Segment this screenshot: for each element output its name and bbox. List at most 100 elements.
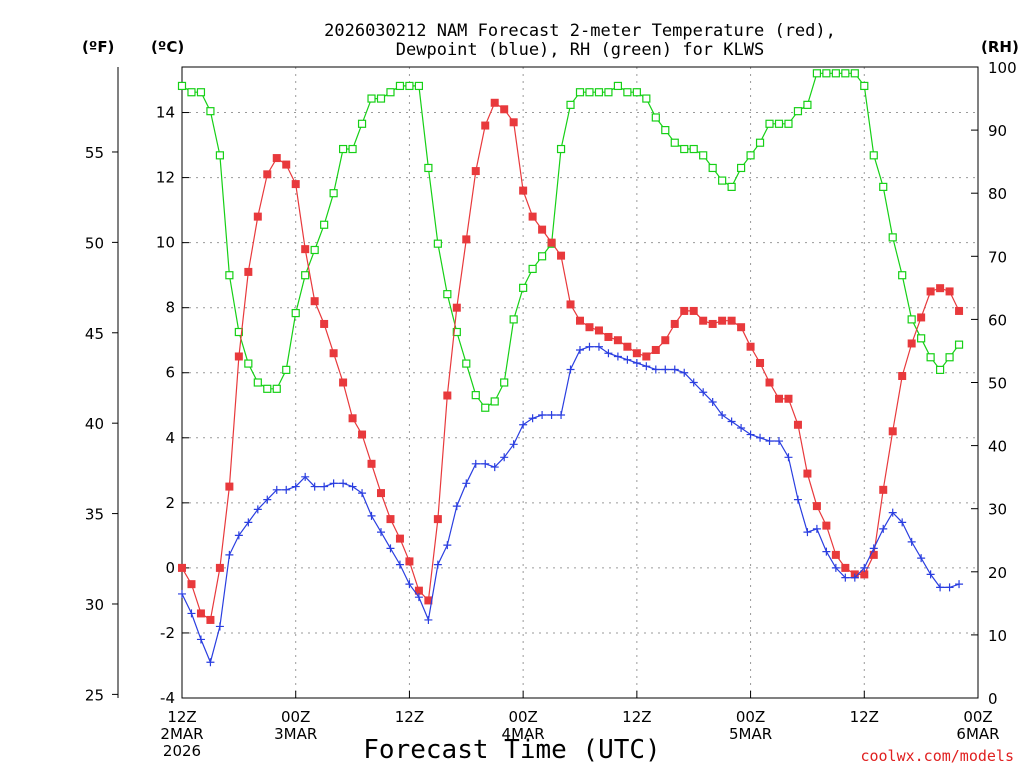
temp-point: [301, 245, 310, 254]
dewpoint-point: [291, 482, 300, 491]
chart-title: 2026030212 NAM Forecast 2-meter Temperat…: [324, 21, 836, 41]
rh-point: [784, 119, 793, 128]
dewpoint-point: [642, 362, 651, 371]
temp-point: [756, 358, 765, 367]
dewpoint-point: [263, 495, 272, 504]
temp-point: [907, 339, 916, 348]
rh-point: [661, 125, 670, 135]
x-tick-label: 2026: [163, 742, 201, 760]
temp-point: [452, 303, 461, 312]
dew-series-line: [181, 346, 960, 665]
temp-point: [718, 316, 727, 325]
dewpoint-point: [244, 518, 253, 527]
celsius-tick-label: 8: [165, 299, 175, 317]
dewpoint-point: [490, 463, 499, 472]
temp-point: [699, 316, 708, 325]
dewpoint-point: [367, 511, 376, 520]
dewpoint-point: [718, 411, 727, 420]
dewpoint-point: [576, 345, 584, 354]
rh-point: [348, 144, 357, 154]
dewpoint-point: [879, 524, 888, 533]
rh-point: [727, 182, 736, 191]
rh-point: [282, 365, 291, 374]
rh-point: [462, 359, 471, 368]
rh-point: [528, 264, 537, 274]
temp-point: [869, 550, 878, 559]
temp-point: [206, 615, 215, 624]
dewpoint-point: [282, 485, 291, 494]
rh-point: [414, 81, 424, 91]
rh-tick-label: 20: [988, 564, 1007, 582]
rh-point: [566, 100, 575, 109]
temp-point: [244, 267, 253, 276]
temp-point: [585, 323, 594, 332]
dewpoint-point: [339, 479, 348, 488]
dewpoint-point: [178, 589, 186, 598]
rh-point: [879, 182, 888, 191]
fahrenheit-tick-label: 35: [85, 506, 104, 524]
rh-point: [736, 163, 746, 173]
rh-point: [215, 151, 225, 160]
rh-point: [310, 245, 319, 255]
dewpoint-point: [689, 378, 698, 387]
dewpoint-point: [803, 528, 812, 537]
x-tick-label: 00Z: [736, 708, 765, 726]
rh-point: [301, 271, 310, 280]
dewpoint-point: [680, 368, 689, 377]
rh-tick-label: 0: [988, 690, 998, 708]
rh-tick-label: 10: [988, 627, 1007, 645]
dewpoint-point: [519, 420, 528, 429]
rh-point: [537, 252, 547, 261]
celsius-tick-label: 6: [165, 364, 175, 382]
dewpoint-point: [822, 547, 831, 556]
temp-point: [784, 394, 793, 403]
temp-point: [547, 238, 556, 247]
temp-point: [462, 235, 471, 244]
temp-point: [727, 316, 736, 325]
rh-point: [357, 119, 367, 128]
credit-link[interactable]: coolwx.com/models: [860, 747, 1014, 765]
rh-point: [263, 384, 272, 393]
temp-point: [320, 319, 329, 328]
rh-point: [945, 353, 954, 362]
temp-point: [822, 521, 831, 530]
rh-point: [490, 397, 499, 406]
temp-point: [481, 121, 490, 130]
temp-point: [329, 349, 338, 358]
rh-point: [718, 176, 727, 185]
rh-tick-label: 50: [988, 375, 1007, 393]
rh-point: [481, 403, 490, 412]
rh-point: [500, 378, 509, 387]
dewpoint-point: [784, 453, 793, 462]
temp-point: [225, 482, 234, 491]
temp-point: [538, 225, 547, 234]
temp-point: [775, 394, 783, 403]
x-tick-label: 12Z: [167, 708, 196, 726]
rh-point: [594, 88, 604, 97]
rh-point: [926, 353, 935, 362]
x-tick-label: 00Z: [281, 708, 310, 726]
temp-point: [594, 326, 603, 335]
dewpoint-point: [756, 433, 765, 442]
temp-point: [367, 459, 376, 468]
temp-point: [395, 534, 404, 543]
x-tick-label: 2MAR: [160, 725, 203, 743]
dewpoint-point: [386, 544, 395, 553]
dewpoint-point: [538, 411, 547, 420]
fahrenheit-tick-label: 55: [85, 144, 104, 162]
temp-point: [215, 563, 224, 572]
rh-point: [253, 378, 262, 387]
temp-point: [377, 489, 385, 498]
temp-point: [737, 323, 746, 332]
dewpoint-point: [746, 430, 755, 439]
x-tick-label: 3MAR: [274, 725, 317, 743]
dewpoint-point: [206, 658, 215, 667]
dewpoint-point: [917, 554, 926, 563]
temp-point: [576, 316, 584, 325]
fahrenheit-tick-label: 45: [85, 325, 104, 343]
rh-point: [519, 283, 528, 292]
dewpoint-point: [775, 437, 783, 446]
dewpoint-point: [850, 573, 859, 582]
temp-point: [471, 167, 480, 176]
temp-point: [348, 414, 357, 423]
